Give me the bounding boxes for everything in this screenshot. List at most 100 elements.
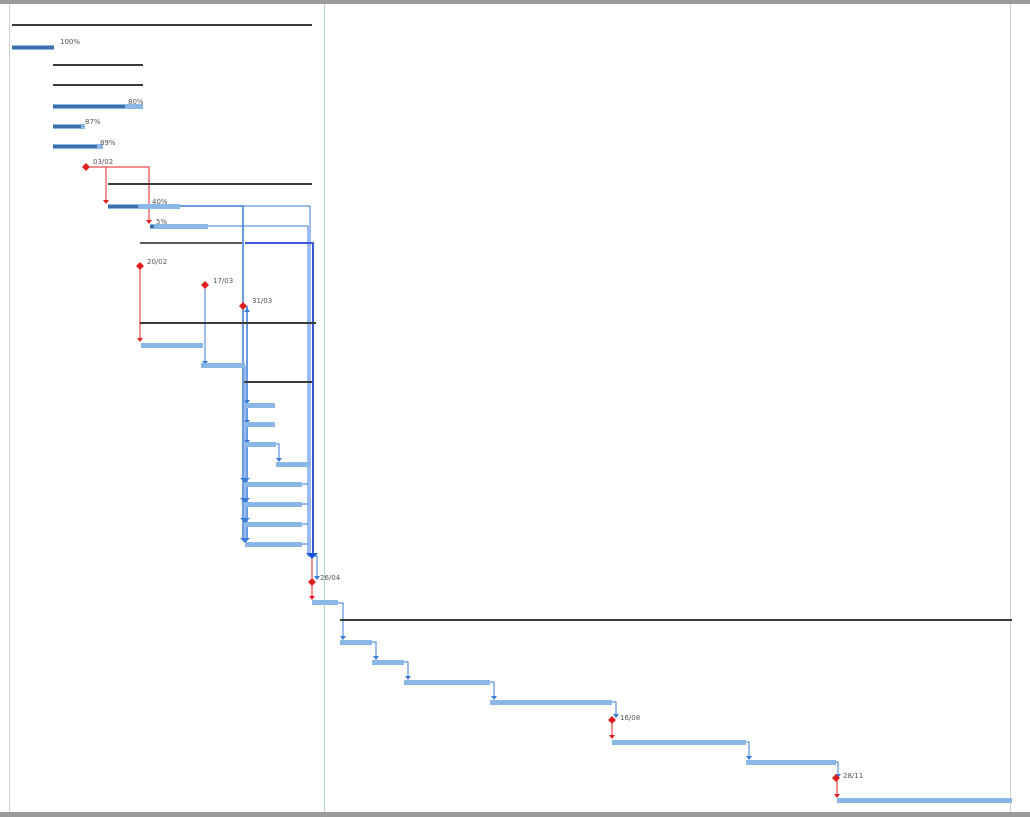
task-bar[interactable] [340, 640, 372, 645]
task-progress [53, 145, 97, 148]
arrow-down-icon [103, 200, 109, 204]
milestone-date-label: 16/08 [620, 714, 640, 722]
arrow-down-icon [146, 220, 152, 224]
summary-bar[interactable] [140, 242, 242, 244]
task-bar[interactable] [245, 502, 302, 507]
milestone-date-label: 03/02 [93, 158, 113, 166]
task-percent-label: 40% [152, 198, 168, 206]
task-progress [150, 225, 154, 228]
summary-bar[interactable] [244, 381, 312, 383]
milestone-date-label: 26/04 [320, 574, 341, 582]
task-bar[interactable] [245, 442, 276, 447]
task-percent-label: 5% [156, 218, 167, 226]
arrow-down-icon [405, 676, 411, 680]
link [404, 661, 409, 678]
task-bar[interactable] [746, 760, 836, 765]
arrow-down-icon [137, 338, 143, 342]
summary-bar[interactable] [53, 84, 143, 86]
arrow-down-icon [244, 400, 250, 404]
arrow-down-icon [746, 756, 752, 760]
task-bar[interactable] [404, 680, 490, 685]
milestone-date-label: 20/02 [147, 258, 167, 266]
link [208, 225, 309, 556]
arrow-down-icon [340, 636, 346, 640]
arrow-down-icon [306, 553, 318, 559]
critical-link [86, 166, 107, 201]
right-gridline [1010, 4, 1011, 812]
task-bar[interactable] [837, 798, 1012, 803]
summary-bar[interactable] [108, 183, 312, 185]
link [180, 205, 311, 556]
arrow-down-icon [613, 714, 619, 718]
task-bar[interactable] [245, 422, 275, 427]
task-bar[interactable] [150, 224, 208, 229]
link [276, 443, 280, 460]
task-progress [108, 205, 138, 208]
arrow-down-icon [609, 735, 615, 739]
arrow-up-icon [244, 308, 250, 312]
task-percent-label: 89% [100, 139, 116, 147]
task-bar[interactable] [372, 660, 404, 665]
summary-bar[interactable] [140, 322, 316, 324]
task-labels: 100% 80% 87% 89% 03/02 40% 5% 20/02 17/0… [60, 38, 863, 780]
milestone-diamond-icon[interactable] [832, 774, 840, 782]
milestone-diamond-icon[interactable] [239, 302, 247, 310]
task-percent-label: 100% [60, 38, 80, 46]
top-frame [0, 0, 1030, 4]
task-bar[interactable] [312, 600, 338, 605]
arrow-down-icon [240, 498, 250, 503]
arrow-down-icon [373, 656, 379, 660]
task-bar[interactable] [245, 403, 275, 408]
arrow-down-icon [240, 538, 250, 543]
critical-link [106, 166, 150, 221]
task-progress [12, 46, 54, 49]
summary-bar[interactable] [53, 64, 143, 66]
task-progress [53, 125, 81, 128]
arrow-down-icon [276, 458, 282, 462]
arrow-down-icon [309, 596, 315, 600]
link [338, 602, 344, 638]
task-bars [12, 24, 1012, 803]
link [180, 205, 244, 540]
task-progress [53, 105, 125, 108]
task-percent-label: 80% [128, 98, 144, 106]
summary-bar[interactable] [12, 24, 312, 26]
task-bar[interactable] [141, 343, 203, 348]
link [612, 701, 617, 716]
arrow-down-icon [314, 576, 320, 580]
milestone-date-label: 28/11 [843, 772, 863, 780]
arrow-down-icon [834, 794, 840, 798]
link [490, 681, 495, 698]
task-bar[interactable] [108, 204, 180, 209]
milestone-diamond-icon[interactable] [201, 281, 209, 289]
task-bar[interactable] [245, 542, 302, 547]
milestone-diamond-icon[interactable] [308, 578, 316, 586]
link [245, 242, 314, 556]
link [372, 641, 377, 658]
bottom-frame [0, 812, 1030, 817]
milestones [82, 163, 840, 782]
milestone-diamond-icon[interactable] [82, 163, 90, 171]
arrow-down-icon [240, 518, 250, 523]
link [302, 483, 309, 556]
milestone-diamond-icon[interactable] [136, 262, 144, 270]
task-bar[interactable] [276, 462, 310, 467]
today-line [324, 4, 325, 812]
milestone-diamond-icon[interactable] [608, 716, 616, 724]
task-bar[interactable] [245, 522, 302, 527]
link [746, 741, 750, 758]
task-percent-label: 87% [85, 118, 101, 126]
dependency-links [86, 166, 839, 796]
arrow-down-icon [240, 478, 250, 483]
task-bar[interactable] [201, 363, 245, 368]
link-arrowheads [103, 200, 841, 798]
link [312, 555, 318, 578]
milestone-date-label: 31/03 [252, 297, 272, 305]
task-bar[interactable] [612, 740, 746, 745]
left-gridline [9, 4, 10, 812]
task-bar[interactable] [245, 482, 302, 487]
task-bar[interactable] [490, 700, 612, 705]
summary-bar[interactable] [340, 619, 1012, 621]
link [836, 761, 839, 776]
